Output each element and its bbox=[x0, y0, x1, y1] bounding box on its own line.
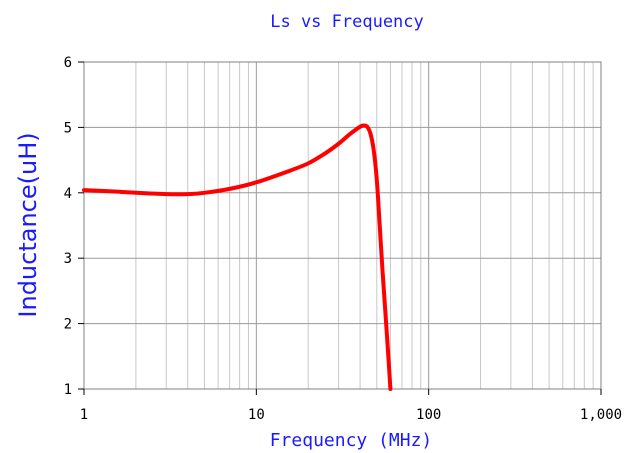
x-tick-label: 10 bbox=[248, 407, 265, 423]
y-axis-label: Inductance(uH) bbox=[14, 132, 42, 317]
y-tick-label: 5 bbox=[64, 120, 72, 136]
grid bbox=[83, 61, 602, 390]
x-axis-label: Frequency (MHz) bbox=[270, 430, 433, 451]
chart-title: Ls vs Frequency bbox=[270, 12, 424, 32]
x-tick-label: 1,000 bbox=[580, 407, 622, 423]
y-tick-label: 6 bbox=[64, 55, 72, 71]
y-tick-label: 2 bbox=[64, 317, 72, 333]
x-tick-label: 1 bbox=[80, 407, 88, 423]
plot-frame bbox=[83, 61, 602, 390]
y-tick-label: 1 bbox=[64, 382, 72, 398]
series-layer bbox=[82, 123, 393, 391]
series-line bbox=[82, 123, 393, 391]
x-tick-label: 100 bbox=[416, 407, 441, 423]
tick-labels: 1 2 3 4 5 6 1 10 100 1,000 bbox=[64, 55, 623, 423]
axes bbox=[78, 61, 602, 395]
y-tick-label: 3 bbox=[64, 251, 72, 267]
y-tick-label: 4 bbox=[64, 186, 72, 202]
